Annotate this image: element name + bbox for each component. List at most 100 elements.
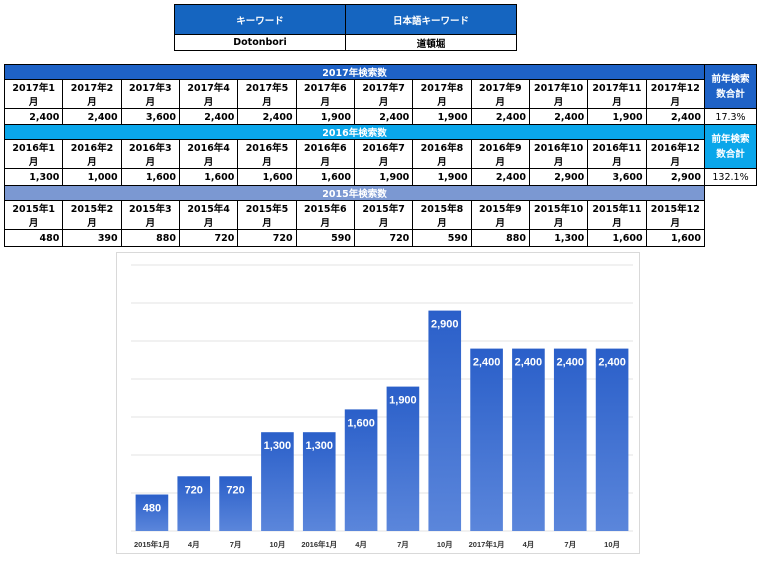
month-value: 880 [120,229,180,247]
month-value: 590 [295,229,355,247]
month-header: 2015年11月 [587,200,647,230]
month-header: 2015年8月 [412,200,472,230]
month-value: 1,600 [587,229,647,247]
month-value: 2,400 [645,108,706,126]
month-header: 2016年9月 [470,139,530,169]
bar [386,386,420,531]
bar [344,409,378,531]
month-value: 1,600 [645,229,706,247]
month-header: 2016年11月 [587,139,647,169]
month-header: 2017年12月 [645,79,706,109]
keyword-header: キーワード [174,4,346,35]
data-label: 2,400 [598,357,626,369]
category-label: 4月 [355,540,367,549]
data-label: 480 [143,503,161,515]
prev-year-percent: 17.3% [704,108,757,126]
month-header: 2017年2月 [62,79,122,109]
month-value: 2,900 [528,168,589,186]
category-label: 7月 [564,540,576,549]
month-header: 2016年3月 [120,139,180,169]
month-value: 1,600 [120,168,180,186]
month-value: 3,600 [587,168,647,186]
month-header: 2017年11月 [587,79,647,109]
month-value: 2,400 [62,108,122,126]
bar [428,310,462,531]
month-header: 2016年1月 [3,139,64,169]
bar [219,476,252,531]
month-header: 2016年2月 [62,139,122,169]
month-value: 3,600 [120,108,180,126]
month-value: 1,600 [295,168,355,186]
data-label: 720 [226,484,244,496]
bar [595,348,629,531]
month-header: 2015年6月 [295,200,355,230]
data-label: 1,600 [347,417,375,429]
month-value: 1,600 [178,168,239,186]
month-value: 1,900 [587,108,647,126]
prev-year-percent: 132.1% [704,168,757,186]
month-value: 2,400 [470,108,530,126]
data-label: 2,400 [556,357,584,369]
keyword-value: Dotonbori [174,34,346,51]
prev-header-line2: 数合計 [716,148,745,160]
category-label: 2017年1月 [469,539,505,549]
month-header: 2015年3月 [120,200,180,230]
month-value: 590 [412,229,472,247]
bar [470,348,503,531]
month-value: 1,300 [528,229,589,247]
month-header: 2015年10月 [528,200,589,230]
bar [512,348,545,531]
month-header: 2017年4月 [178,79,239,109]
month-header: 2015年5月 [237,200,297,230]
category-label: 2015年1月 [134,539,170,549]
month-value: 720 [178,229,239,247]
category-label: 10月 [269,540,285,549]
month-value: 720 [237,229,297,247]
data-label: 2,400 [515,357,543,369]
month-value: 1,300 [3,168,64,186]
month-header: 2015年9月 [470,200,530,230]
data-label: 2,400 [473,357,501,369]
month-value: 2,400 [178,108,239,126]
category-label: 10月 [437,540,453,549]
prev-year-total-header: 前年検索 数合計 [704,64,757,109]
table-title: 2016年検索数 [4,124,705,140]
month-value: 2,900 [645,168,706,186]
search-volume-chart: 480 2015年1月 720 4月 720 7月 1,300 10月 1,300 2016年1月… [116,252,640,554]
month-header: 2017年9月 [470,79,530,109]
table-2017: 2017年検索数 前年検索 数合計 2017年1月 2017年2月 2017年3月 2017… [3,64,757,126]
month-header: 2016年7月 [353,139,414,169]
table-2016: 2016年検索数 前年検索数合計 2016年1月 2016年2月 2016年3月 2016… [3,124,757,186]
month-header: 2015年7月 [353,200,414,230]
category-label: 7月 [230,540,242,549]
month-header: 2016年8月 [412,139,472,169]
bar [135,494,169,531]
category-label: 10月 [604,540,620,549]
month-header: 2017年5月 [237,79,297,109]
month-header: 2017年8月 [412,79,472,109]
month-value: 1,000 [62,168,122,186]
data-label: 720 [185,484,203,496]
month-header: 2016年10月 [528,139,589,169]
month-value: 720 [353,229,414,247]
month-header: 2016年5月 [237,139,297,169]
prev-header-line1: 前年検索 [711,73,750,85]
month-value: 1,900 [412,108,472,126]
month-header: 2015年4月 [178,200,239,230]
jp-keyword-value: 道頓堀 [345,34,517,51]
category-label: 2016年1月 [301,539,337,549]
month-value: 1,600 [237,168,297,186]
data-label: 1,900 [389,395,417,407]
bar [553,348,587,531]
bar [177,476,211,531]
prev-header-line1: 前年検索 [711,133,750,145]
bar [302,432,336,531]
table-2015: 2015年検索数 2015年1月 2015年2月 2015年3月 2015年4月 2015… [3,185,706,247]
table-title: 2015年検索数 [4,185,705,201]
category-label: 7月 [397,540,409,549]
month-value: 2,400 [470,168,530,186]
month-value: 2,400 [353,108,414,126]
month-header: 2015年1月 [3,200,64,230]
month-value: 1,900 [412,168,472,186]
month-value: 1,900 [295,108,355,126]
